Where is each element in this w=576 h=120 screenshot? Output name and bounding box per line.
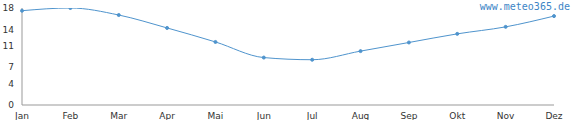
svg-text:Sep: Sep [400,111,417,120]
html-text:www.meteo365.de: www.meteo365.de [479,1,570,12]
svg-text:Mai: Mai [208,111,224,120]
svg-text:0: 0 [8,100,14,110]
svg-text:Aug: Aug [352,111,370,120]
svg-text:18: 18 [8,3,14,13]
svg-text:11: 11 [8,41,14,51]
svg-text:Okt: Okt [449,111,465,120]
svg-text:Dez: Dez [545,111,562,120]
svg-text:7: 7 [8,62,14,72]
svg-text:Jun: Jun [256,111,271,120]
svg-text:Jul: Jul [306,111,318,120]
svg-text:Jan: Jan [14,111,29,120]
svg-text:Feb: Feb [62,111,78,120]
svg-text:Nov: Nov [497,111,515,120]
svg-text:Mar: Mar [110,111,127,120]
svg-text:4: 4 [8,79,14,89]
svg-text:Apr: Apr [159,111,175,120]
svg-text:14: 14 [8,25,14,35]
